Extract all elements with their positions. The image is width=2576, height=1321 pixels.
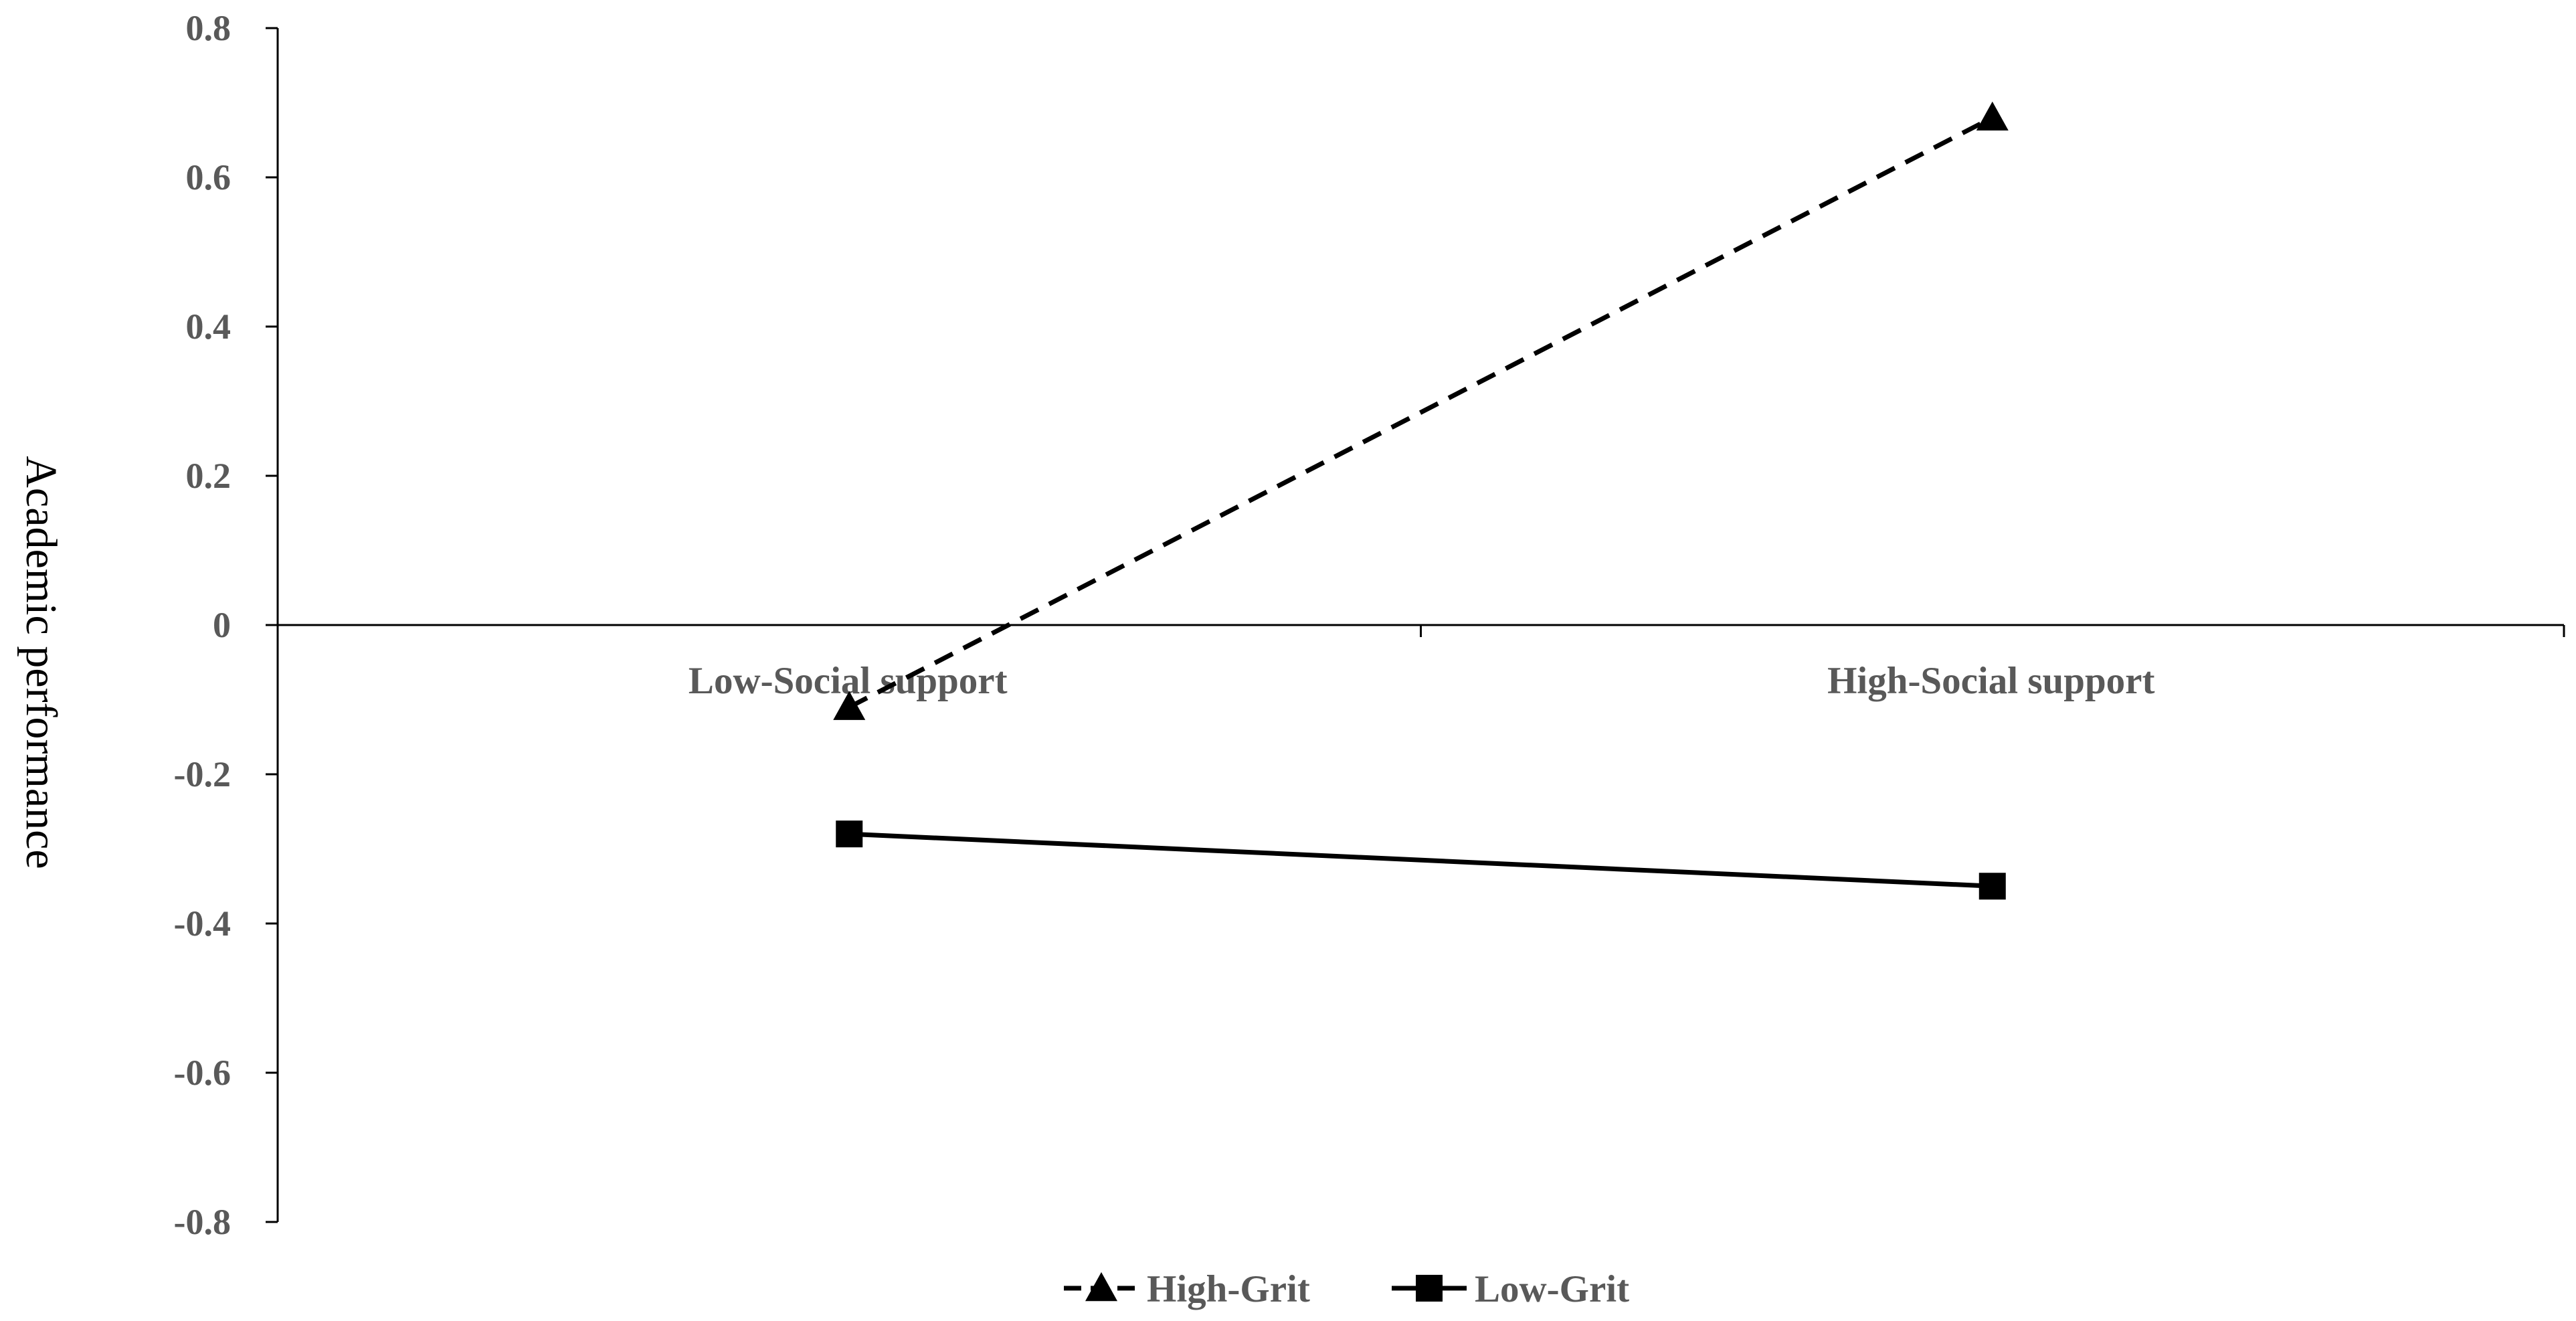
data-point	[1979, 873, 2006, 900]
data-point	[833, 691, 866, 720]
y-tick-label: 0.2	[186, 456, 232, 496]
legend-label: Low-Grit	[1475, 1268, 1629, 1310]
y-tick-label: -0.4	[174, 903, 231, 944]
y-axis-label: Academic performance	[17, 456, 66, 869]
axes	[266, 27, 2565, 1223]
category-label: High-Social support	[1827, 660, 2154, 702]
series-high-grit	[833, 101, 2009, 720]
series-line	[848, 115, 1994, 709]
series-line	[849, 831, 1993, 889]
legend-marker	[1085, 1272, 1117, 1302]
legend-label: High-Grit	[1147, 1268, 1310, 1310]
legend: High-Grit Low-Grit	[1064, 1268, 1629, 1310]
y-tick-labels: 0.8 0.6 0.4 0.2 0 -0.2 -0.4 -0.6 -0.8	[174, 8, 231, 1242]
y-tick-label: 0.4	[186, 306, 232, 347]
y-tick-label: 0	[213, 605, 231, 645]
y-tick-label: -0.6	[174, 1053, 231, 1093]
data-point	[836, 820, 863, 848]
series-low-grit	[836, 820, 2006, 900]
legend-item: High-Grit	[1064, 1268, 1310, 1310]
y-tick-label: 0.8	[186, 8, 232, 48]
category-labels: Low-Social support High-Social support	[688, 660, 2155, 702]
series-lines	[833, 101, 2009, 900]
legend-marker	[1416, 1275, 1443, 1302]
y-tick-label: -0.8	[174, 1202, 231, 1242]
y-tick-label: 0.6	[186, 157, 232, 197]
data-point	[1976, 101, 2009, 130]
y-tick-label: -0.2	[174, 754, 231, 794]
legend-item: Low-Grit	[1392, 1268, 1629, 1310]
